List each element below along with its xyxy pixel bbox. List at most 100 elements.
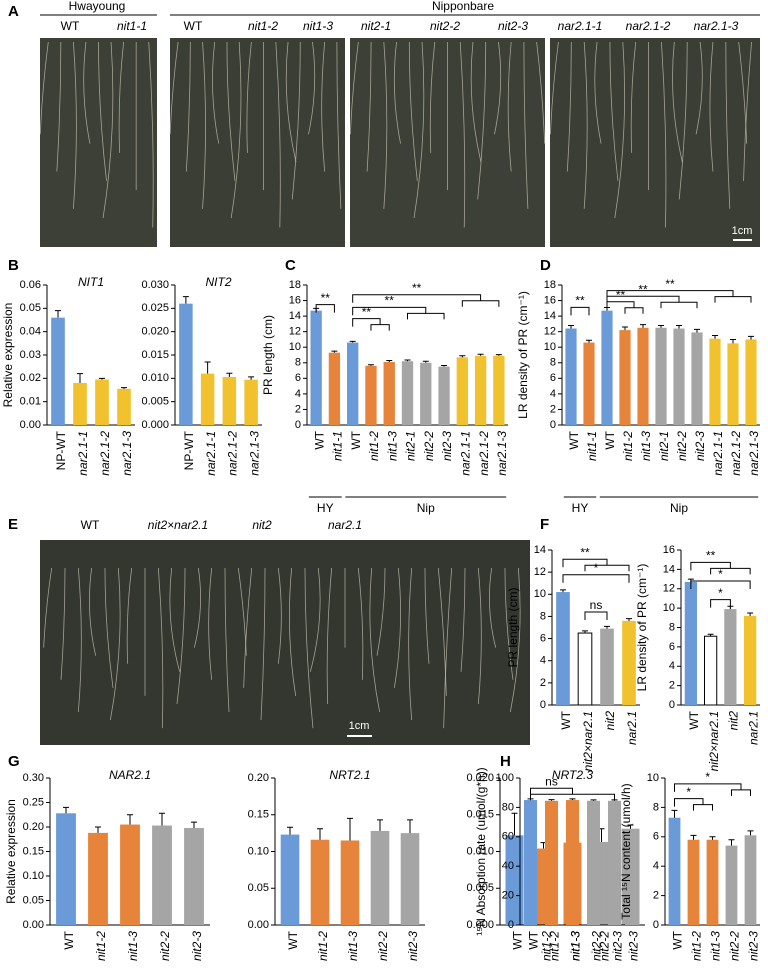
x-tick-label: nit1-2 (621, 431, 635, 461)
photo (170, 38, 345, 247)
genotype-label: WT (81, 518, 100, 532)
root (326, 567, 333, 704)
bar (607, 800, 622, 925)
y-tick-label: 0.03 (20, 349, 41, 361)
error-bar (728, 839, 735, 846)
error-bar (694, 328, 700, 333)
y-tick-label: 2 (653, 890, 659, 902)
y-axis-label: Total ¹⁵N content (umol/h) (619, 783, 633, 919)
x-tick-label: nit2 (603, 711, 617, 731)
root (308, 41, 316, 135)
bar (200, 373, 215, 425)
root (376, 567, 386, 656)
root (126, 567, 133, 664)
error-bar (226, 372, 233, 377)
bar (744, 615, 757, 705)
root (393, 41, 401, 144)
root (477, 567, 482, 705)
group-label: Nip (670, 501, 688, 515)
y-tick-label: 18 (544, 279, 556, 291)
error-bar (604, 625, 610, 629)
genotype-label: WT (61, 19, 80, 33)
y-tick-label: 16 (289, 294, 301, 306)
error-bar (676, 324, 682, 329)
root (246, 41, 252, 153)
y-tick-label: 0.015 (466, 809, 494, 821)
significance-label: ** (616, 288, 626, 302)
root (369, 567, 381, 713)
root (738, 41, 748, 144)
root (193, 567, 201, 648)
y-tick-label: 0.010 (141, 372, 169, 384)
significance-bracket (674, 798, 713, 811)
significance-label: ns (545, 774, 558, 788)
root (477, 41, 487, 200)
root (661, 41, 667, 228)
root (672, 41, 683, 163)
y-tick-label: 8 (295, 357, 301, 369)
x-tick-label: nit2-2 (422, 431, 436, 461)
x-tick-label: nit2-2 (158, 931, 172, 961)
x-tick-label: nit1-3 (346, 931, 360, 961)
bar (438, 366, 450, 425)
error-bar (747, 830, 754, 836)
root (212, 41, 220, 144)
x-tick-label: nit1-3 (569, 931, 583, 961)
error-bar (690, 834, 697, 840)
y-tick-label: 0.15 (23, 845, 44, 857)
bar (184, 827, 204, 925)
x-tick-label: nit2-3 (693, 431, 707, 461)
x-tick-label: nar2.1 (746, 711, 760, 745)
y-tick-label: 0.000 (141, 419, 169, 431)
x-tick-label: nit1-3 (709, 931, 723, 961)
significance-label: ** (706, 549, 716, 563)
root (494, 41, 502, 135)
y-tick-label: 2 (295, 403, 301, 415)
x-tick-label: nit1-1 (585, 431, 599, 461)
chart-title: NAR2.1 (109, 768, 151, 782)
error-bar (658, 324, 664, 328)
x-tick-label: nit1-2 (690, 931, 704, 961)
root (583, 41, 588, 209)
x-tick-label: nit2 (727, 711, 741, 731)
x-tick-label: nit1-3 (569, 931, 583, 961)
group-label: Nipponbare (432, 0, 494, 13)
root (275, 41, 281, 228)
error-bar (55, 310, 61, 318)
bar (600, 628, 614, 705)
error-bar (747, 612, 754, 616)
root (185, 41, 191, 172)
x-tick-label: nar2.1-2 (477, 431, 491, 476)
root (609, 41, 619, 181)
y-tick-label: 20 (502, 890, 514, 902)
genotype-label: nit1-1 (117, 19, 147, 33)
bar (544, 800, 559, 925)
bar (505, 835, 524, 925)
y-tick-label: 0.20 (248, 772, 269, 784)
y-tick-label: 60 (502, 831, 514, 843)
y-tick-label: 0 (550, 419, 556, 431)
photo (550, 38, 760, 247)
scale-label: 1cm (732, 225, 753, 237)
bar (684, 581, 697, 705)
root (489, 567, 497, 648)
root (614, 41, 626, 219)
bar (179, 303, 193, 425)
error-bar (182, 296, 189, 304)
root (169, 567, 181, 672)
genotype-label: nit2-3 (498, 19, 528, 33)
y-tick-label: 0.02 (20, 372, 41, 384)
bar (51, 317, 65, 425)
y-axis-label: ¹⁵N Absorption rate (umol/(g*h)) (474, 767, 488, 935)
y-tick-label: 0.30 (23, 772, 44, 784)
y-axis-label: Relative expression (4, 799, 18, 904)
y-tick-label: 0.005 (141, 396, 169, 408)
root (98, 41, 107, 181)
root (277, 567, 282, 664)
bar (687, 839, 700, 925)
root (536, 41, 546, 144)
y-tick-label: 14 (663, 563, 675, 575)
root (83, 41, 91, 144)
y-axis-label: PR length (cm) (506, 587, 520, 667)
